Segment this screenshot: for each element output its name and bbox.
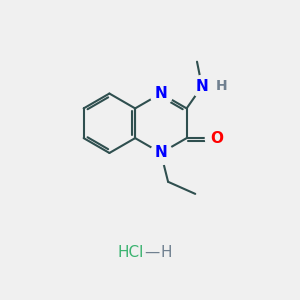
Text: HCl: HCl xyxy=(118,245,144,260)
Text: N: N xyxy=(154,146,167,160)
Text: N: N xyxy=(196,79,208,94)
Text: H: H xyxy=(160,245,172,260)
Text: N: N xyxy=(154,86,167,101)
Text: H: H xyxy=(215,80,227,94)
Text: O: O xyxy=(210,130,223,146)
Text: —: — xyxy=(144,245,159,260)
